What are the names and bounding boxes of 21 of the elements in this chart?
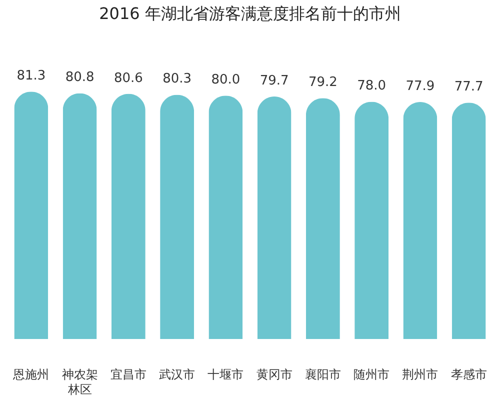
data-label: 79.2: [308, 75, 338, 90]
data-label: 81.3: [16, 68, 46, 84]
data-label: 79.7: [260, 74, 289, 89]
data-label: 78.0: [357, 78, 386, 94]
x-tick-label: 十堰市: [208, 368, 244, 382]
data-label: 77.9: [406, 79, 435, 94]
data-label: 80.3: [162, 72, 192, 87]
x-tick-label: 恩施州: [12, 368, 50, 382]
x-tick-label: 黄冈市: [256, 368, 292, 382]
x-tick-label: 荆州市: [402, 368, 438, 382]
data-label: 77.7: [454, 80, 484, 95]
x-tick-label: 随州市: [354, 368, 390, 382]
x-tick-label: 宜昌市: [110, 368, 146, 382]
data-label: 80.8: [65, 70, 94, 86]
data-label: 80.6: [114, 70, 143, 86]
x-tick-label: 襄阳市: [304, 368, 341, 382]
x-tick-label: 孝感市: [450, 368, 487, 382]
chart-title: 2016 年湖北省游客满意度排名前十的市州: [99, 4, 401, 23]
data-label: 80.0: [211, 72, 240, 88]
x-tick-label: 神农架林区: [62, 368, 98, 396]
x-tick-label: 武汉市: [159, 368, 196, 382]
